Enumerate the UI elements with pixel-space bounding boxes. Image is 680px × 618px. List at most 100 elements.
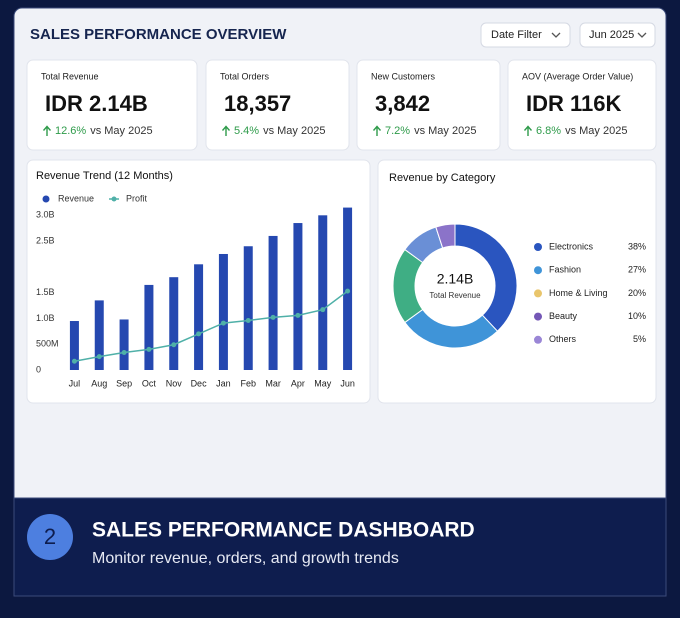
center-label: Total Revenue [429, 291, 481, 300]
legend-label: Beauty [549, 311, 578, 321]
kpi-card [26, 59, 198, 151]
kpi-card [507, 59, 657, 151]
filter-button[interactable]: Date Filter [480, 22, 571, 48]
legend-label: Home & Living [549, 288, 608, 298]
legend-label: Others [549, 334, 577, 344]
kpi-value: IDR 2.14B [45, 91, 148, 116]
filter-button[interactable]: Jun 2025 [579, 22, 656, 48]
x-tick-label: Oct [142, 378, 157, 388]
banner-number: 2 [44, 524, 56, 549]
line-point [220, 320, 226, 326]
filter-label[interactable]: Jun 2025 [589, 29, 634, 41]
line-point [196, 331, 202, 337]
banner-subtitle: Monitor revenue, orders, and growth tren… [92, 550, 399, 567]
line-point [96, 354, 102, 360]
bar [293, 223, 303, 370]
bar [69, 321, 79, 370]
value-label: 10% [628, 311, 646, 321]
filter-box[interactable] [480, 22, 571, 48]
up-arrow [42, 125, 52, 136]
chart-title: Revenue Trend (12 Months) [36, 170, 173, 182]
legend-label: Electronics [549, 241, 594, 251]
y-tick-label: 0 [36, 364, 41, 374]
line-point [270, 314, 276, 320]
up-arrow [221, 125, 231, 136]
legend-marker [534, 335, 542, 344]
kpi-value: IDR 116K [526, 91, 621, 116]
kpi-label: Total Orders [220, 71, 270, 81]
x-tick-label: Jul [69, 378, 81, 388]
kpi-change: 6.8% [536, 125, 561, 137]
kpi-label: New Customers [371, 71, 436, 81]
kpi-change: 12.6% [55, 125, 86, 137]
legend-marker [534, 266, 542, 275]
profit-line [74, 290, 349, 362]
bar [119, 319, 129, 370]
bar [318, 215, 328, 370]
kpi-card [356, 59, 501, 151]
y-tick-label: 1.0B [36, 313, 55, 323]
bar [169, 277, 179, 370]
bar [268, 235, 278, 370]
y-tick-label: 3.0B [36, 210, 55, 220]
bar [144, 284, 154, 370]
x-tick-label: Sep [116, 378, 132, 388]
page-title: SALES PERFORMANCE OVERVIEW [30, 26, 287, 43]
kpi-row: Total Revenue IDR 2.14B 12.6% vs May 2025 To… [26, 59, 657, 151]
legend-label: Fashion [549, 265, 581, 275]
value-label: 5% [633, 334, 646, 344]
y-tick-label: 2.5B [36, 235, 55, 245]
line-point [245, 318, 251, 323]
x-tick-label: Mar [265, 378, 281, 388]
legend-marker [42, 195, 50, 203]
banner-badge [27, 514, 73, 560]
kpi-card [205, 59, 350, 151]
x-tick-label: May [314, 378, 332, 388]
kpi-change: 5.4% [234, 125, 259, 137]
x-tick-label: Aug [91, 378, 107, 388]
banner [13, 497, 667, 597]
center-value: 2.14B [437, 271, 474, 287]
line-point [295, 312, 301, 318]
bar [94, 300, 104, 370]
legend-marker [534, 312, 542, 321]
kpi-label: AOV (Average Order Value) [522, 71, 633, 81]
legend-label: Revenue [58, 193, 94, 203]
chevron [637, 32, 647, 38]
filter-label[interactable]: Date Filter [491, 29, 542, 41]
line-point [320, 307, 326, 313]
x-tick-label: Nov [166, 378, 183, 388]
kpi-value: 3,842 [375, 91, 430, 116]
value-label: 20% [628, 288, 646, 298]
bar [243, 246, 253, 370]
x-tick-label: Dec [191, 378, 208, 388]
kpi-comparison: vs May 2025 [565, 125, 627, 137]
kpi-value: 18,357 [224, 91, 291, 116]
y-tick-label: 500M [36, 339, 59, 349]
value-label: 38% [628, 241, 646, 251]
line-point [121, 349, 127, 355]
kpi-change: 7.2% [385, 125, 410, 137]
value-label: 27% [628, 265, 646, 275]
x-tick-label: Apr [291, 378, 305, 388]
x-tick-label: Feb [240, 378, 256, 388]
legend-label: Profit [126, 193, 148, 203]
chart-title: Revenue by Category [389, 172, 496, 184]
line-point [71, 358, 77, 364]
y-tick-label: 1.5B [36, 287, 55, 297]
legend-marker [111, 196, 117, 202]
donut-slice [435, 223, 456, 249]
legend-marker [534, 243, 542, 251]
x-tick-label: Jan [216, 378, 231, 388]
kpi-comparison: vs May 2025 [90, 125, 152, 137]
line-point [146, 346, 152, 352]
banner-title: SALES PERFORMANCE DASHBOARD [92, 519, 475, 542]
line-point [171, 342, 177, 348]
up-arrow [372, 125, 382, 136]
kpi-label: Total Revenue [41, 71, 99, 81]
line-point [345, 288, 351, 294]
up-arrow [523, 125, 533, 136]
filter-box[interactable] [579, 22, 656, 48]
